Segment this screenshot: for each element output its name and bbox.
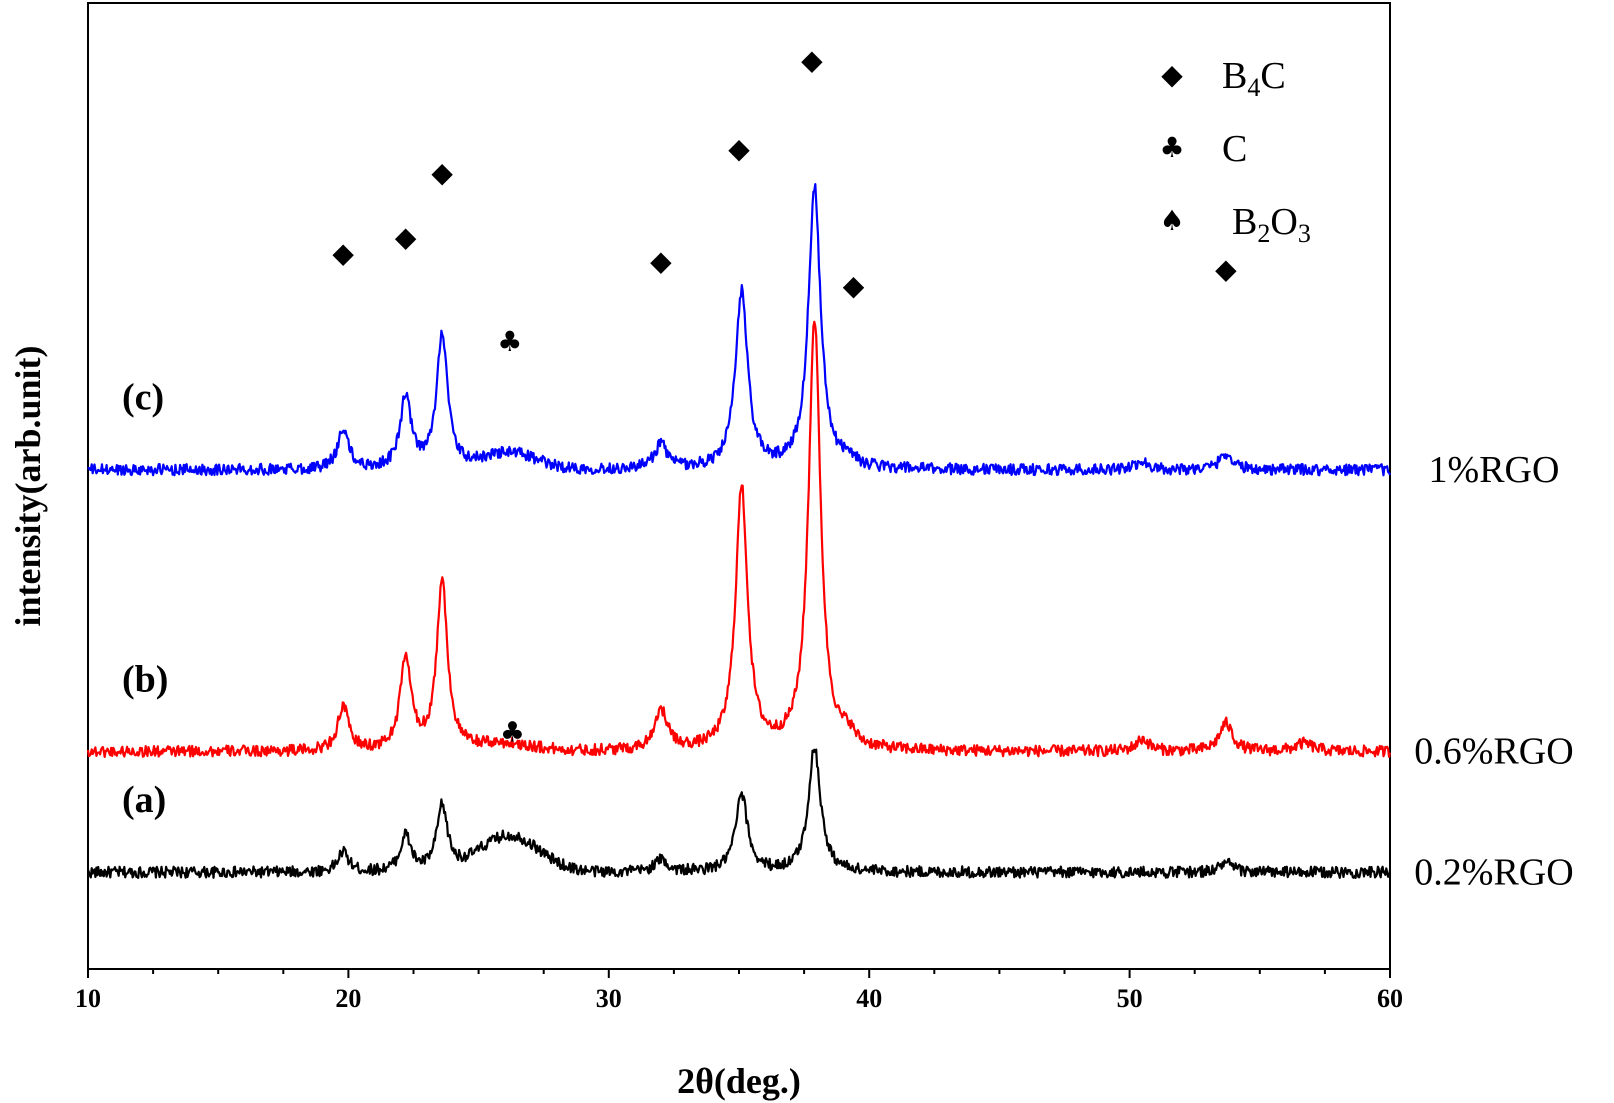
club-marker: ♣: [500, 716, 525, 749]
diamond-marker: ◆: [431, 156, 453, 189]
legend-text: C: [1222, 128, 1247, 170]
x-axis-title: 2θ(deg.): [677, 1061, 801, 1101]
legend-text2: C: [1260, 55, 1285, 97]
curve-tag: (c): [122, 377, 164, 419]
sample-labels: 0.2%RGO 0.6%RGO 1%RGO: [1414, 449, 1573, 894]
sample-label: 0.2%RGO: [1414, 851, 1573, 893]
diamond-marker: ◆: [728, 132, 750, 165]
x-tick-label: 30: [596, 984, 622, 1013]
legend-label: B2O3: [1232, 201, 1311, 248]
peak-annotations: ◆ ◆ ◆ ♣ ◆ ◆ ◆ ◆ ◆ ♣: [332, 43, 1237, 748]
curve-tag: (b): [122, 658, 168, 700]
legend-label: B4C: [1222, 55, 1286, 102]
series-line-2: [87, 183, 1392, 477]
legend-text: B: [1222, 55, 1247, 97]
club-marker: ♣: [497, 325, 522, 358]
curves: [86, 183, 1392, 879]
series-line-0: [86, 748, 1392, 879]
legend-sub: 2: [1257, 219, 1270, 248]
diamond-marker: ◆: [650, 245, 672, 278]
x-tick-label: 20: [335, 984, 361, 1013]
x-tick-label: 10: [75, 984, 101, 1013]
legend-label: C: [1222, 128, 1247, 170]
diamond-marker: ◆: [332, 237, 354, 270]
legend-club-icon: ♣: [1159, 131, 1184, 164]
legend-text: B: [1232, 201, 1257, 243]
curve-tags: (a) (b) (c): [122, 377, 168, 822]
legend-sub: 4: [1247, 73, 1260, 102]
legend-sub2: 3: [1298, 219, 1311, 248]
x-axis-ticks: 10 20 30 40 50 60: [75, 969, 1403, 1013]
x-tick-label: 60: [1377, 984, 1403, 1013]
sample-label: 1%RGO: [1429, 449, 1560, 491]
legend: ◆ B4C♣ C♠ B2O3: [1159, 55, 1310, 248]
diamond-marker: ◆: [843, 269, 865, 302]
legend-diamond-icon: ◆: [1161, 58, 1183, 91]
diamond-marker: ◆: [1215, 253, 1237, 286]
diamond-marker: ◆: [801, 43, 823, 76]
legend-spade-icon: ♠: [1159, 204, 1184, 237]
x-tick-label: 40: [856, 984, 882, 1013]
diamond-marker: ◆: [395, 220, 417, 253]
sample-label: 0.6%RGO: [1414, 731, 1573, 773]
series-line-1: [86, 320, 1392, 758]
curve-tag: (a): [122, 779, 166, 821]
x-tick-label: 50: [1117, 984, 1143, 1013]
y-axis-title: intensity(arb.unit): [8, 345, 48, 626]
legend-text2: O: [1270, 201, 1297, 243]
